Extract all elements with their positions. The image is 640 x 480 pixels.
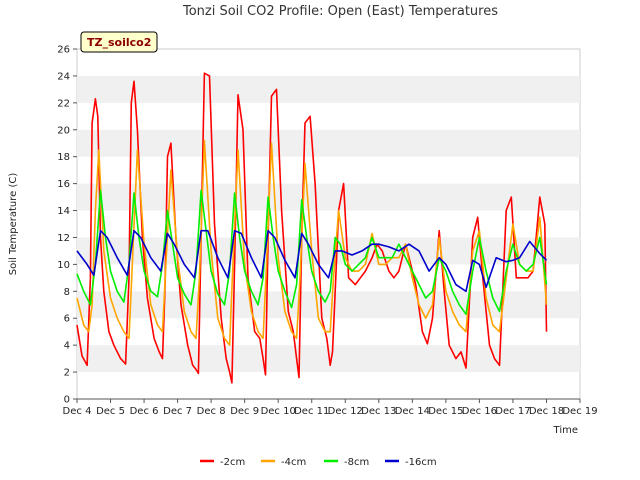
- x-tick-label: Dec 10: [261, 406, 296, 417]
- y-tick-label: 18: [57, 152, 70, 163]
- x-tick-label: Dec 6: [130, 406, 159, 417]
- y-tick-label: 0: [64, 395, 70, 406]
- annotation-badge-box: [80, 31, 158, 53]
- x-tick-label: Dec 8: [197, 406, 226, 417]
- x-tick-label: Dec 16: [462, 406, 497, 417]
- legend-label--2cm: -2cm: [220, 457, 245, 468]
- y-tick-label: 20: [57, 125, 70, 136]
- annotation-badge: TZ_soilco2: [80, 31, 158, 53]
- y-tick-label: 4: [64, 341, 70, 352]
- x-axis-label: Time: [553, 425, 578, 436]
- series-line--16cm: [76, 229, 548, 293]
- legend-label--8cm: -8cm: [344, 457, 369, 468]
- y-tick-label: 6: [64, 314, 70, 325]
- x-tick-label: Dec 19: [562, 406, 597, 417]
- x-tick-label: Dec 17: [495, 406, 530, 417]
- x-tick-label: Dec 9: [230, 406, 259, 417]
- x-tick-label: Dec 15: [428, 406, 463, 417]
- y-axis-label: Soil Temperature (C): [8, 173, 19, 276]
- series-line--4cm: [76, 139, 548, 346]
- x-tick-label: Dec 12: [328, 406, 363, 417]
- y-tick-label: 26: [57, 45, 70, 56]
- annotation-badge-label: TZ_soilco2: [87, 36, 151, 49]
- y-tick-label: 10: [57, 260, 70, 271]
- x-tick-label: Dec 18: [529, 406, 564, 417]
- y-tick-label: 12: [57, 233, 70, 244]
- chart-title: Tonzi Soil CO2 Profile: Open (East) Temp…: [182, 4, 498, 19]
- x-axis: Dec 4 Dec 5 Dec 6 Dec 7 Dec 8 Dec 9 Dec 10Dec …: [63, 398, 598, 417]
- series-line--2cm: [76, 72, 548, 384]
- x-tick-label: Dec 13: [361, 406, 396, 417]
- plot-area: [76, 48, 581, 400]
- y-tick-label: 24: [57, 71, 70, 82]
- y-tick-label: 16: [57, 179, 70, 190]
- grid-band: [77, 75, 580, 103]
- grid-band: [77, 129, 580, 157]
- series-line--8cm: [76, 189, 548, 315]
- x-tick-label: Dec 5: [96, 406, 125, 417]
- legend-label--4cm: -4cm: [281, 457, 306, 468]
- grid-band: [77, 183, 580, 211]
- y-tick-label: 2: [64, 368, 70, 379]
- x-tick-label: Dec 4: [63, 406, 92, 417]
- legend: -2cm -4cm -8cm -16cm: [200, 457, 437, 468]
- x-tick-label: Dec 7: [163, 406, 192, 417]
- legend-label--16cm: -16cm: [405, 457, 437, 468]
- y-tick-label: 22: [57, 98, 70, 109]
- y-tick-label: 8: [64, 287, 70, 298]
- x-tick-label: Dec 11: [294, 406, 329, 417]
- x-tick-label: Dec 14: [395, 406, 430, 417]
- y-tick-label: 14: [57, 206, 70, 217]
- grid-bands: [77, 75, 580, 373]
- series-lines: [76, 72, 548, 384]
